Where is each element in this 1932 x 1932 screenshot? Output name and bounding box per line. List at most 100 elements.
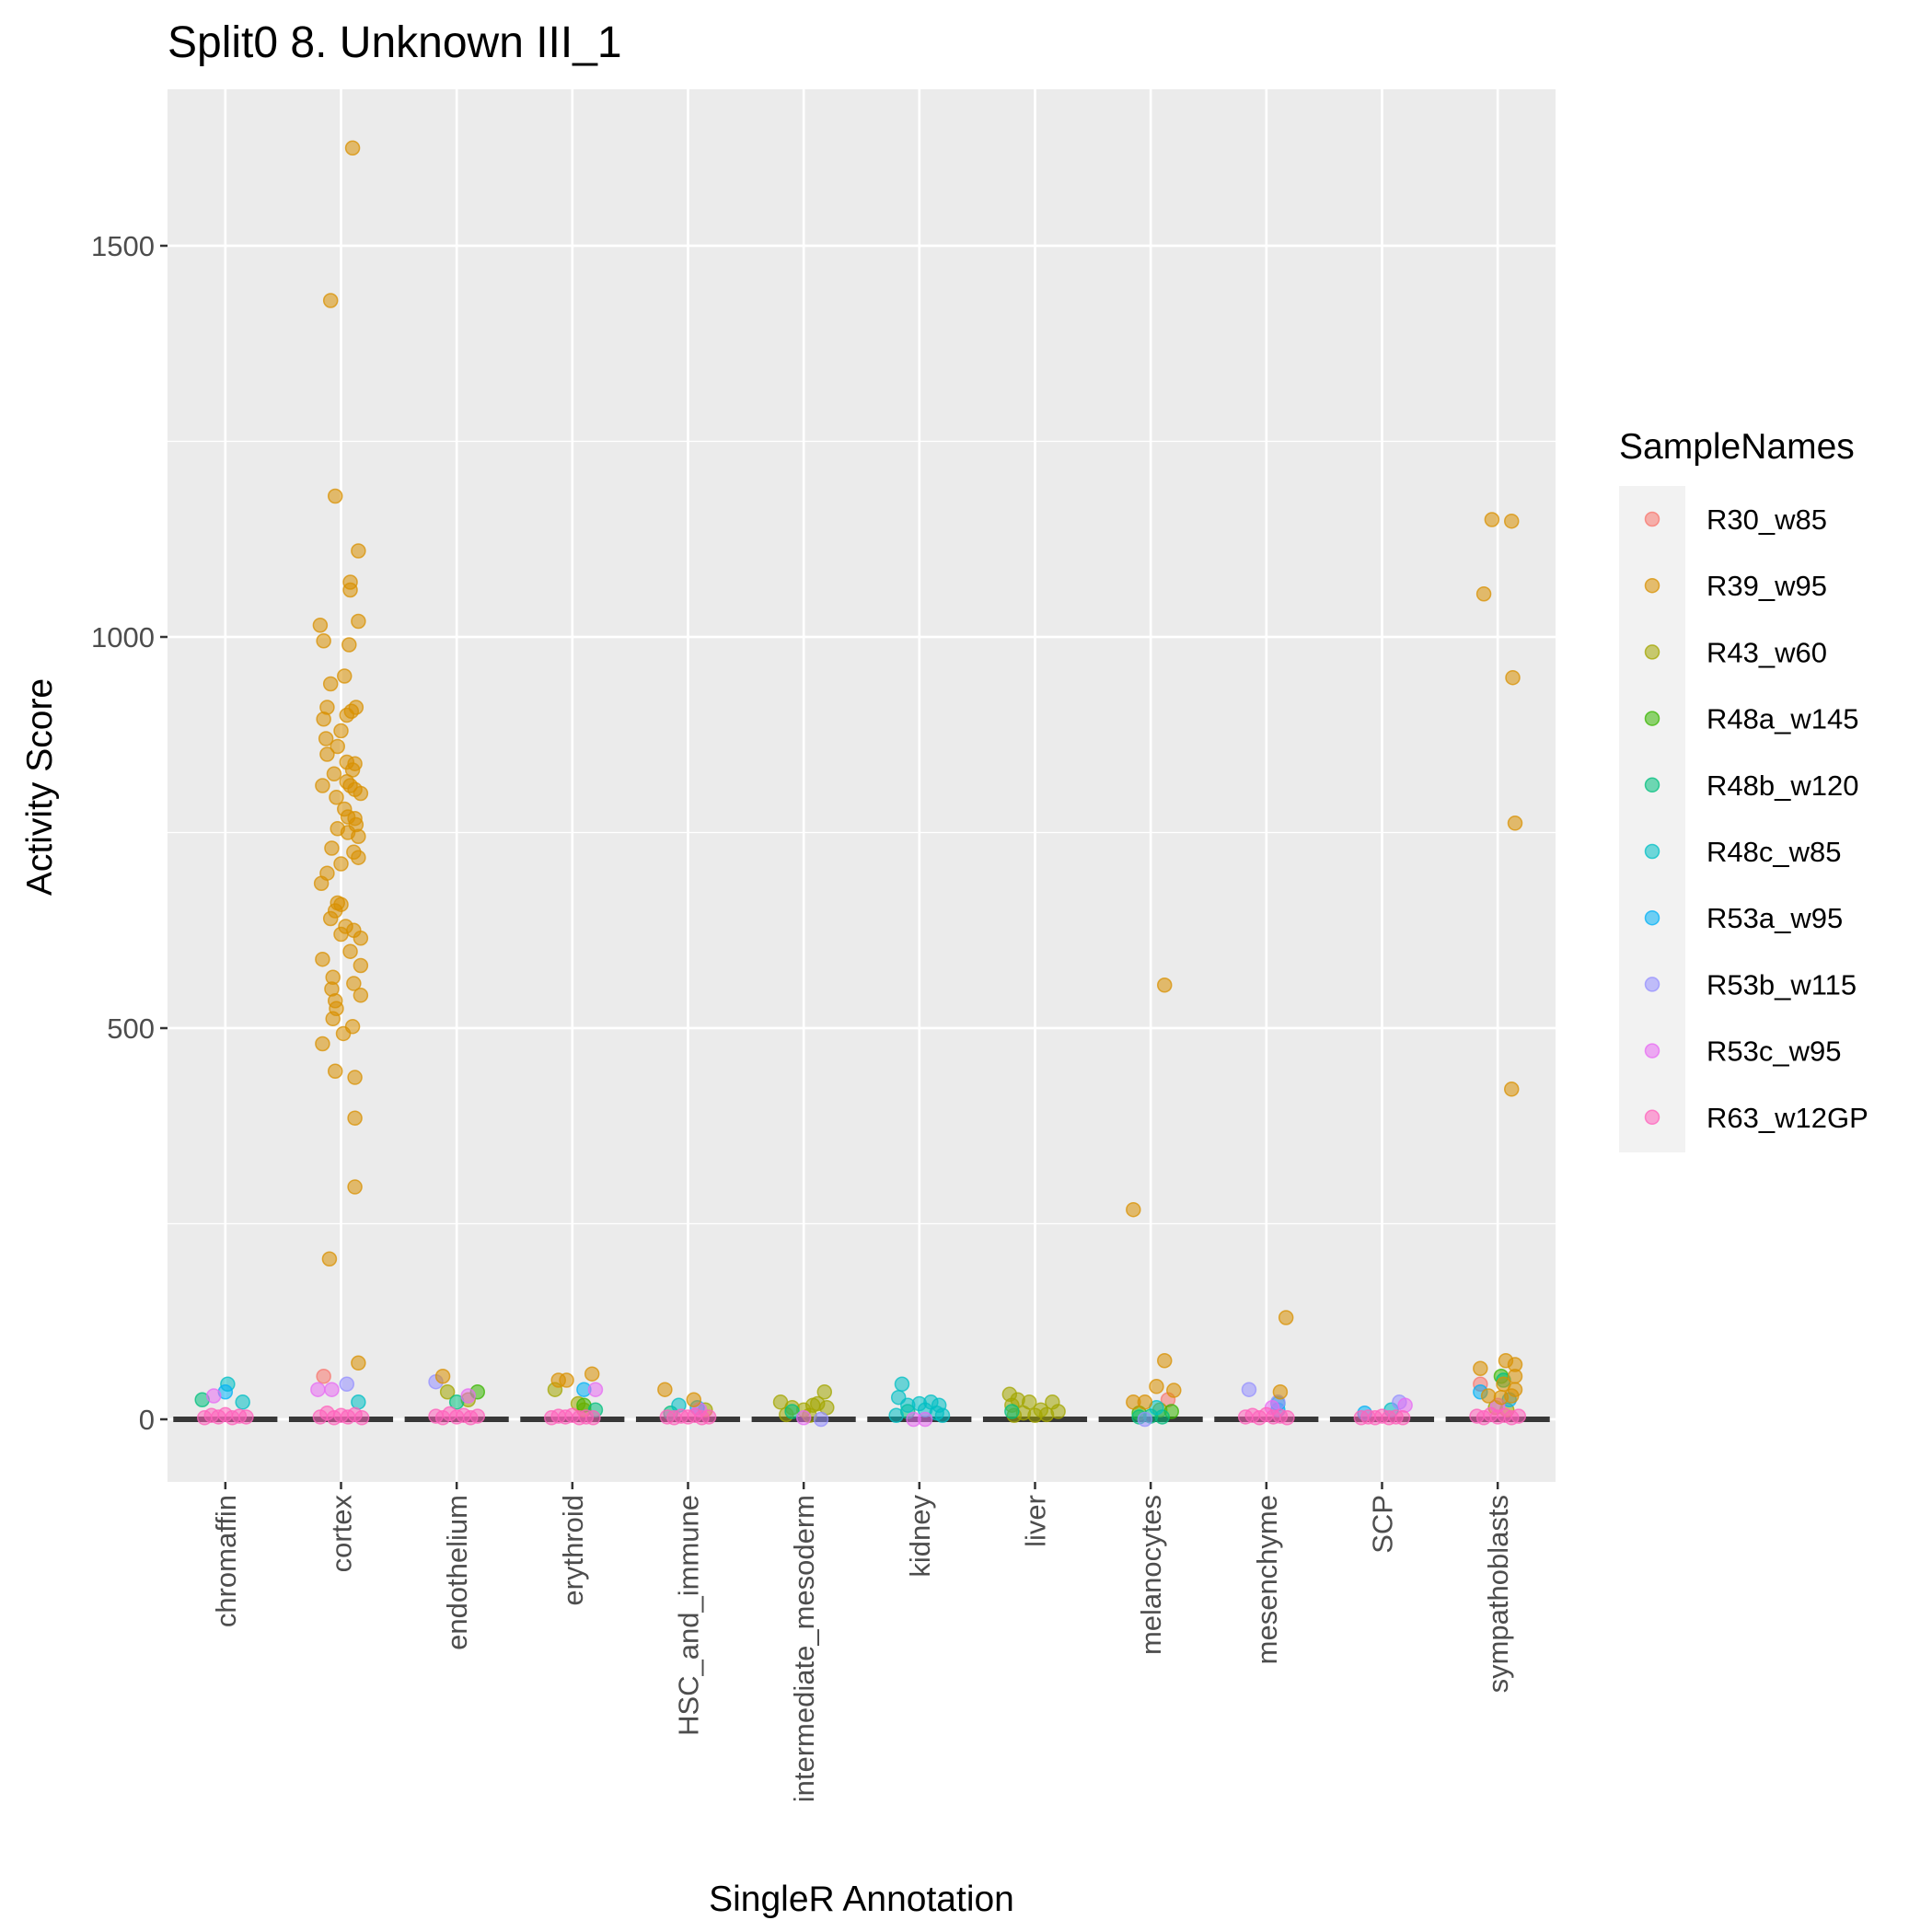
data-point xyxy=(344,140,361,156)
data-point xyxy=(342,582,358,598)
data-point xyxy=(319,746,335,762)
data-point xyxy=(700,1409,717,1425)
data-point xyxy=(324,840,340,856)
data-point xyxy=(315,1035,330,1052)
data-point xyxy=(1480,1388,1497,1404)
data-point xyxy=(816,1384,833,1400)
data-point xyxy=(322,676,339,692)
data-point xyxy=(894,1376,910,1392)
data-point xyxy=(321,1251,338,1267)
legend-key xyxy=(1644,1109,1660,1126)
data-point xyxy=(1507,816,1523,831)
legend-key-background xyxy=(1619,486,1685,1152)
chart-title: Split0 8. Unknown III_1 xyxy=(168,18,622,67)
data-point xyxy=(351,613,366,630)
legend-key xyxy=(1644,843,1660,860)
data-point xyxy=(315,951,330,967)
data-point xyxy=(351,828,366,844)
data-point xyxy=(337,668,353,684)
data-point xyxy=(439,1384,456,1400)
data-point xyxy=(1004,1404,1020,1419)
data-points xyxy=(194,140,1527,1428)
data-point xyxy=(315,778,330,793)
data-point xyxy=(326,766,342,781)
data-point xyxy=(333,723,349,739)
data-point xyxy=(1050,1404,1066,1419)
data-point xyxy=(1510,1408,1527,1424)
data-point xyxy=(1503,1082,1520,1097)
data-point xyxy=(347,1110,363,1126)
x-tick-label: mesenchyme xyxy=(1251,1495,1283,1664)
data-point xyxy=(587,1382,604,1397)
data-point xyxy=(813,1411,829,1428)
data-point xyxy=(584,1366,600,1382)
legend-key xyxy=(1644,577,1660,594)
data-point xyxy=(1137,1394,1153,1410)
data-point xyxy=(310,1382,326,1397)
data-point xyxy=(322,293,339,308)
y-tick-label: 500 xyxy=(107,1012,155,1045)
data-point xyxy=(327,1063,343,1079)
data-point xyxy=(1156,1353,1173,1369)
x-tick-label: chromaffin xyxy=(210,1495,242,1627)
legend-label: R30_w85 xyxy=(1706,503,1827,536)
legend-label: R48c_w85 xyxy=(1706,836,1841,868)
legend-label: R48b_w120 xyxy=(1706,769,1858,802)
legend-key xyxy=(1644,909,1660,926)
data-point xyxy=(1272,1384,1289,1400)
data-point xyxy=(313,875,330,891)
data-point xyxy=(316,1369,331,1384)
y-tick-label: 1500 xyxy=(91,230,155,262)
data-point xyxy=(686,1392,702,1407)
data-point xyxy=(469,1408,486,1424)
data-point xyxy=(330,738,345,755)
legend-key xyxy=(1644,977,1660,992)
x-tick-label: HSC_and_immune xyxy=(673,1495,705,1736)
data-point xyxy=(434,1369,451,1384)
data-point xyxy=(325,1011,341,1027)
data-point xyxy=(329,790,344,805)
legend-key xyxy=(1644,1043,1660,1059)
data-point xyxy=(1475,586,1492,602)
data-point xyxy=(353,931,369,946)
data-point xyxy=(1149,1379,1164,1394)
data-point xyxy=(1397,1397,1413,1413)
data-point xyxy=(322,910,339,927)
data-point xyxy=(1394,1410,1411,1426)
legend-label: R53a_w95 xyxy=(1706,902,1843,934)
x-tick-label: cortex xyxy=(326,1495,358,1573)
data-point xyxy=(324,1382,340,1397)
x-tick-label: SCP xyxy=(1367,1495,1399,1554)
data-point xyxy=(351,543,366,559)
major-grid xyxy=(168,89,1556,1482)
data-point xyxy=(657,1382,673,1397)
data-point xyxy=(339,707,355,723)
legend-label: R53c_w95 xyxy=(1706,1035,1841,1068)
data-point xyxy=(1505,669,1521,686)
legend-items: R30_w85 R39_w95 R43_w60 R48a_w145 R48b_w120 R… xyxy=(1644,503,1868,1134)
x-tick-label: liver xyxy=(1020,1495,1052,1547)
data-point xyxy=(795,1410,812,1426)
x-tick-label: endothelium xyxy=(441,1495,473,1650)
x-tick-label: intermediate_mesoderm xyxy=(788,1495,820,1802)
data-point xyxy=(318,731,334,746)
data-point xyxy=(351,1355,366,1371)
legend-label: R39_w95 xyxy=(1706,570,1827,602)
legend-title: SampleNames xyxy=(1619,427,1855,467)
data-point xyxy=(333,856,349,872)
data-point xyxy=(559,1372,574,1388)
data-point xyxy=(238,1409,254,1425)
data-point xyxy=(353,1410,370,1426)
data-point xyxy=(784,1404,800,1419)
data-point xyxy=(347,1070,363,1085)
data-point xyxy=(1503,1388,1520,1404)
y-axis: 0 500 1000 1500 xyxy=(91,230,168,1436)
x-tick-label: kidney xyxy=(904,1495,936,1578)
data-point xyxy=(460,1388,476,1404)
data-point xyxy=(342,943,358,959)
x-tick-label: melanocytes xyxy=(1135,1495,1167,1655)
data-point xyxy=(1279,1410,1295,1426)
data-point xyxy=(1166,1382,1182,1398)
data-point xyxy=(339,1376,355,1392)
